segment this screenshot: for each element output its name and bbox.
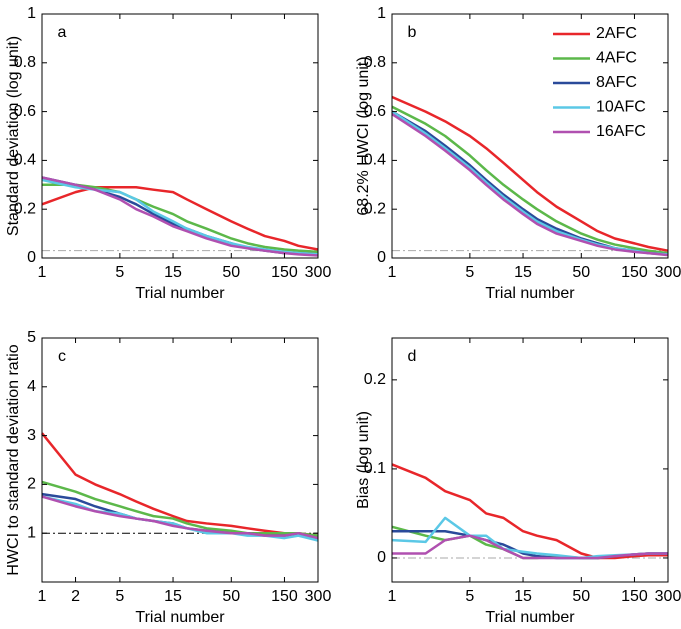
- legend-label: 16AFC: [596, 123, 646, 140]
- series-line: [41, 480, 319, 537]
- x-tick-label: 50: [572, 588, 590, 605]
- x-tick-label: 1: [388, 264, 397, 281]
- x-axis-label: Trial number: [485, 609, 575, 626]
- y-tick-label: 0.2: [364, 371, 386, 388]
- y-tick-label: 0: [377, 549, 386, 566]
- series-line: [391, 463, 668, 560]
- legend-label: 10AFC: [596, 99, 646, 116]
- legend-label: 2AFC: [596, 25, 637, 42]
- x-axis-label: Trial number: [135, 609, 225, 626]
- y-tick-label: 0.6: [364, 103, 386, 120]
- panel-label: d: [408, 348, 417, 365]
- y-tick-label: 3: [27, 427, 36, 444]
- axes-frame: [391, 13, 669, 259]
- y-tick-label: 4: [27, 378, 36, 395]
- legend-label: 8AFC: [596, 74, 637, 91]
- axes-frame: [41, 13, 319, 259]
- series-line: [41, 176, 319, 257]
- y-tick-label: 0.4: [14, 152, 36, 169]
- y-tick-label: 0.2: [14, 200, 36, 217]
- panel-label: a: [58, 24, 67, 41]
- y-tick-label: 0: [27, 249, 36, 266]
- x-tick-label: 2: [71, 588, 80, 605]
- x-tick-label: 150: [621, 588, 648, 605]
- x-tick-label: 5: [115, 588, 124, 605]
- axes-frame: [41, 337, 319, 583]
- y-tick-label: 0: [377, 249, 386, 266]
- legend-label: 4AFC: [596, 50, 637, 67]
- series-line: [391, 95, 669, 252]
- x-tick-label: 5: [115, 264, 124, 281]
- x-tick-label: 300: [655, 264, 681, 281]
- x-tick-label: 50: [222, 264, 240, 281]
- x-tick-label: 1: [388, 588, 397, 605]
- series-line: [41, 495, 319, 540]
- y-axis-label: Standard deviation (log unit): [5, 36, 22, 236]
- x-tick-label: 15: [164, 588, 182, 605]
- x-tick-label: 300: [305, 264, 332, 281]
- x-tick-label: 150: [271, 264, 298, 281]
- axes-frame: [391, 337, 669, 583]
- y-tick-label: 0.8: [14, 54, 36, 71]
- panel-label: c: [58, 348, 66, 365]
- y-tick-label: 1: [377, 5, 386, 22]
- x-tick-label: 150: [271, 588, 298, 605]
- x-tick-label: 50: [572, 264, 590, 281]
- x-tick-label: 15: [514, 588, 532, 605]
- x-tick-label: 1: [38, 588, 47, 605]
- x-tick-label: 5: [465, 588, 474, 605]
- y-tick-label: 0.8: [364, 54, 386, 71]
- series-line: [41, 185, 319, 251]
- y-axis-label: Bias (log unit): [355, 411, 372, 509]
- y-tick-label: 5: [27, 329, 36, 346]
- series-line: [391, 112, 669, 257]
- panel: 1 2 5 15 50 150 300 1 2 3 4 5 Trial number HWCI to st…: [5, 329, 331, 626]
- series-line: [392, 534, 668, 560]
- y-axis-label: HWCI to standard deviation ratio: [5, 344, 22, 575]
- x-tick-label: 300: [655, 588, 681, 605]
- x-tick-label: 300: [305, 588, 332, 605]
- y-tick-label: 0.2: [364, 200, 386, 217]
- series-line: [42, 183, 319, 254]
- series-line: [391, 105, 669, 255]
- y-axis-label: 68.2% HWCI (log unit): [355, 56, 372, 215]
- y-tick-label: 1: [27, 524, 36, 541]
- x-tick-label: 150: [621, 264, 648, 281]
- x-tick-label: 5: [465, 264, 474, 281]
- x-tick-label: 15: [164, 264, 182, 281]
- x-axis-label: Trial number: [485, 285, 575, 302]
- x-tick-label: 15: [514, 264, 532, 281]
- x-tick-label: 1: [38, 264, 47, 281]
- y-tick-label: 2: [27, 476, 36, 493]
- y-tick-label: 0.4: [364, 152, 386, 169]
- panel-label: b: [408, 24, 417, 41]
- x-tick-label: 50: [222, 588, 240, 605]
- y-tick-label: 0.6: [14, 103, 36, 120]
- y-tick-label: 1: [27, 5, 36, 22]
- x-axis-label: Trial number: [135, 285, 225, 302]
- y-tick-label: 0.1: [364, 460, 386, 477]
